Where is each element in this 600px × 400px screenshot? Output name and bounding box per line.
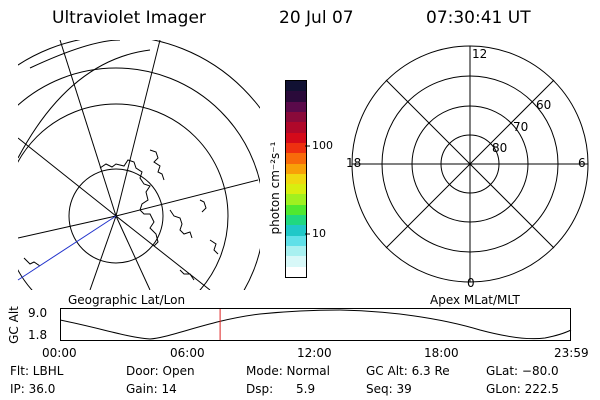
colorbar-swatch [286,122,306,133]
meridian [18,215,117,239]
altitude-curve [60,309,572,340]
colorbar-swatch [286,235,306,246]
glat-readout: GLat: −80.0 [486,364,559,378]
mlat-label-70: 70 [513,120,529,134]
lat-arc [29,40,121,69]
colorbar-swatch [286,91,306,102]
timeline-xtick-2: 12:00 [297,346,332,360]
colorbar-swatch [286,153,306,164]
mlat-label-80: 80 [492,141,508,155]
geographic-label: Geographic Lat/Lon [68,293,186,307]
lat-circle [68,168,164,264]
filter-readout: Flt: LBHL [10,364,64,378]
colorbar-swatch [286,215,306,226]
meridian [59,40,117,217]
colorbar-ticks [305,145,310,235]
timeline-xtick-0: 00:00 [42,346,77,360]
colorbar-swatch [286,246,306,257]
colorbar-swatch [286,256,306,267]
meridian [115,40,161,217]
colorbar-swatch [286,204,306,216]
colorbar-swatch [286,173,306,185]
colorbar [285,80,307,278]
lat-circle [18,67,260,290]
coastline [99,159,159,247]
orbit-track [17,215,117,281]
date-readout: 20 Jul 07 [279,8,354,28]
time-readout: 07:30:41 UT [426,8,531,28]
coastline [149,149,165,181]
mlt-label-18: 18 [346,156,362,170]
coastline [169,209,193,239]
ip-readout: IP: 36.0 [10,382,56,396]
colorbar-unit-label: photon cm⁻²s⁻¹ [268,141,282,235]
colorbar-swatch [286,266,306,277]
timeline-xtick-4: 23:59 [554,346,589,360]
apex-label: Apex MLat/MLT [430,293,520,307]
meridian [89,215,117,290]
colorbar-swatch [286,163,306,174]
meridian [115,215,151,290]
altitude-timeline[interactable] [60,308,572,344]
app-title: Ultraviolet Imager [52,8,206,28]
coastline [209,239,219,255]
coastline [199,199,207,213]
mlt-diagonal [385,79,555,249]
mode-readout: Mode: Normal [246,364,330,378]
gcalt-readout: GC Alt: 6.3 Re [366,364,450,378]
dsp-readout: Dsp: 5.9 [246,382,316,396]
colorbar-swatch [286,101,306,112]
seq-readout: Seq: 39 [366,382,412,396]
colorbar-swatch [286,111,306,123]
timeline-frame [60,308,571,341]
geographic-map [17,40,260,290]
meridian [18,137,117,217]
gain-readout: Gain: 14 [126,382,177,396]
colorbar-tick-10: 10 [312,227,326,240]
glon-readout: GLon: 222.5 [486,382,559,396]
lat-circle [18,103,229,290]
timeline-xtick-3: 18:00 [424,346,459,360]
colorbar-swatch [286,81,306,92]
lat-arc [18,49,151,159]
meridian [115,179,259,217]
colorbar-swatch [286,225,306,236]
colorbar-swatch [286,184,306,195]
timeline-ytick-top: 9.0 [28,306,48,320]
colorbar-swatch [286,132,306,143]
timeline-xtick-1: 06:00 [170,346,205,360]
colorbar-swatch [286,142,306,154]
lat-circle [18,40,260,109]
colorbar-swatch [286,194,306,205]
coastline [23,257,41,267]
polar-plot [351,45,589,283]
mlt-label-12: 12 [472,47,488,61]
meridian [115,215,211,290]
mlt-label-0: 0 [467,276,475,290]
mlt-label-6: 6 [578,156,586,170]
mlat-label-60: 60 [536,98,552,112]
coastline [179,269,195,281]
timeline-axis-label: GC Alt [7,306,21,344]
door-readout: Door: Open [126,364,195,378]
timeline-ytick-bottom: 1.8 [28,328,48,342]
colorbar-tick-100: 100 [312,139,333,152]
